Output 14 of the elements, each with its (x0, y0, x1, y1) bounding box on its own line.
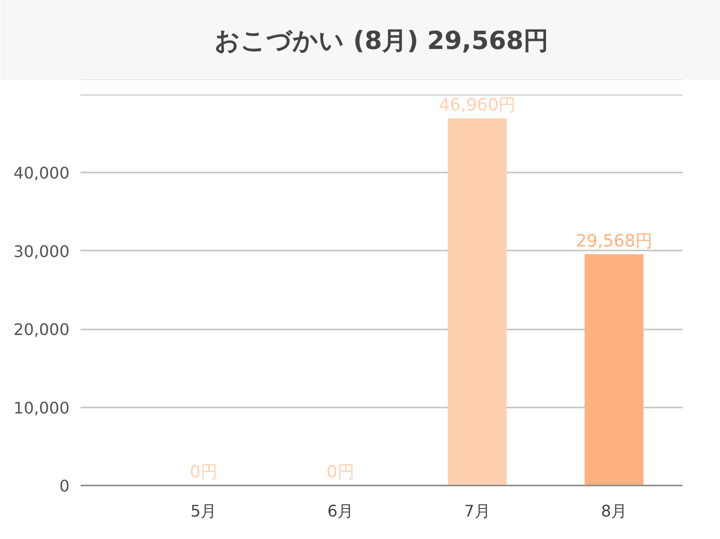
y-tick-label: 20,000 (14, 320, 70, 340)
y-tick-label: 40,000 (14, 164, 70, 183)
data-label: 0円 (326, 462, 354, 482)
x-tick-label: 8月 (601, 502, 628, 520)
y-tick-label: 10,000 (14, 398, 70, 418)
x-tick-label: 6月 (327, 502, 354, 520)
y-tick-label: 30,000 (14, 242, 70, 261)
chart-title: おこづかい (8月) 29,568円 (214, 26, 549, 55)
data-label: 29,568円 (576, 231, 652, 252)
data-label: 0円 (190, 462, 218, 482)
y-tick-label: 0 (59, 476, 70, 496)
x-tick-label: 7月 (464, 502, 490, 520)
data-label: 46,960円 (439, 95, 516, 116)
x-tick-label: 5月 (190, 502, 217, 520)
